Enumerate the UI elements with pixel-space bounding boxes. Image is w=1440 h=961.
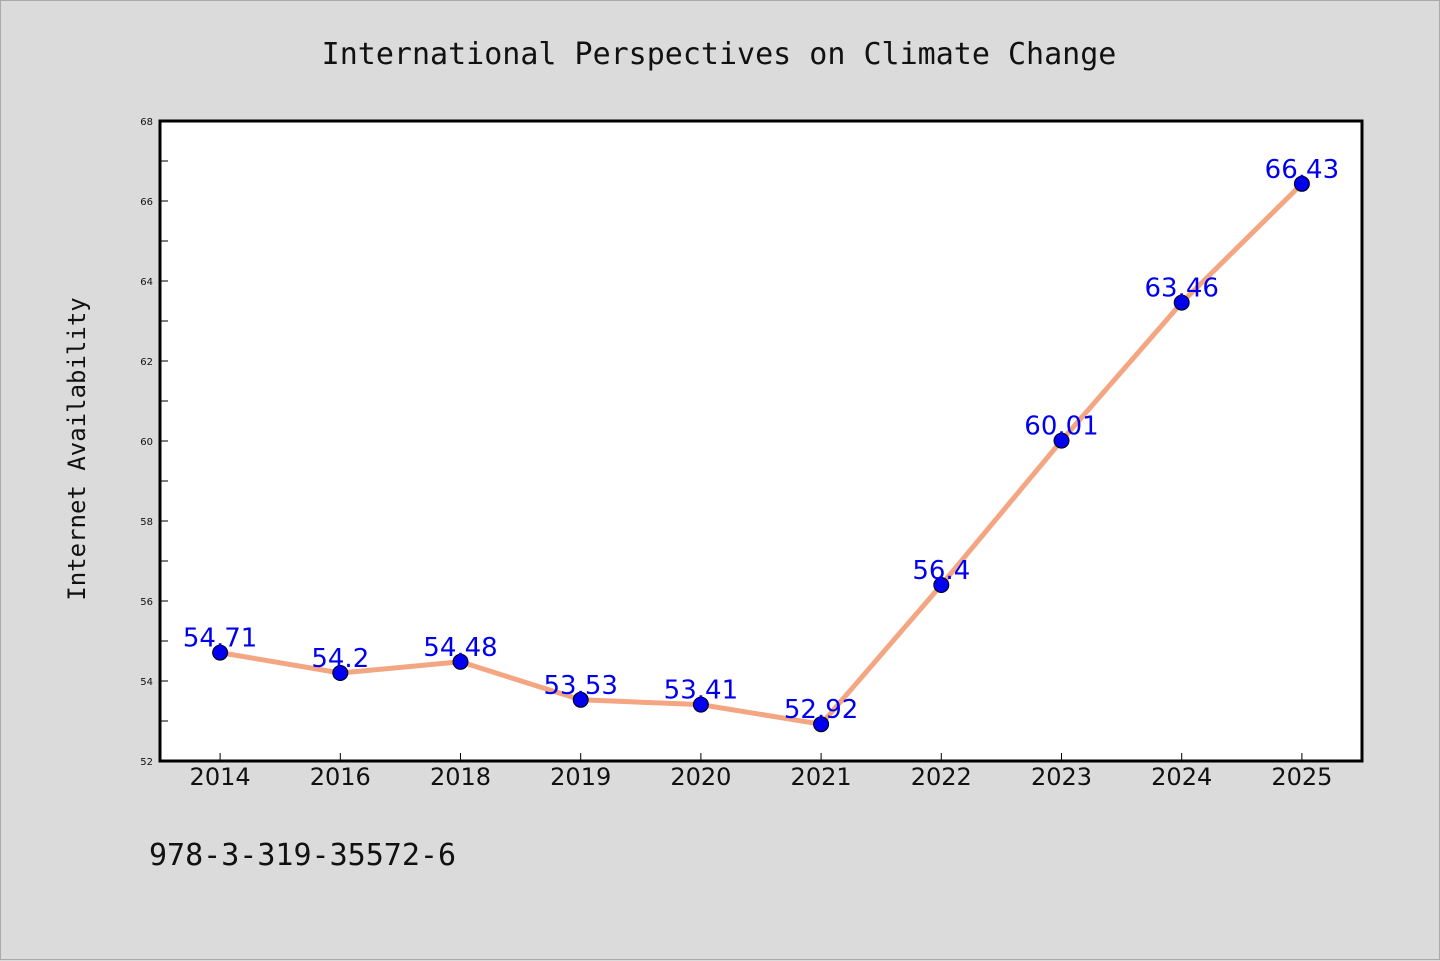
data-label: 54.48 xyxy=(423,633,497,663)
series-line-group xyxy=(212,175,1310,733)
x-tick-label: 2014 xyxy=(190,763,251,791)
data-point xyxy=(692,696,709,713)
data-point xyxy=(933,577,950,593)
data-point xyxy=(332,665,349,681)
x-tick-label: 2023 xyxy=(1031,763,1092,791)
x-tick-label: 2016 xyxy=(310,763,371,791)
plot-area xyxy=(160,121,1362,761)
data-labels: 54.71 54.2 54.48 53.53 53.41 52.92 56.4 60.01 63… xyxy=(183,155,1339,725)
x-tick-label: 2019 xyxy=(550,763,611,791)
y-tick-label: 54 xyxy=(140,677,153,688)
data-point xyxy=(212,644,229,661)
x-tick-label: 2024 xyxy=(1151,763,1212,791)
x-tick-label: 2020 xyxy=(670,763,731,791)
data-label: 53.41 xyxy=(664,676,738,706)
data-point xyxy=(452,653,469,670)
y-tick-label: 64 xyxy=(140,277,153,288)
y-axis-label: Internet Availability xyxy=(63,297,91,600)
data-point xyxy=(1053,432,1070,449)
x-tick-label: 2018 xyxy=(430,763,491,791)
data-point xyxy=(813,716,830,733)
y-tick-label: 66 xyxy=(140,197,153,208)
data-label: 52.92 xyxy=(784,695,858,725)
x-tick-label: 2022 xyxy=(911,763,972,791)
y-tick-label: 60 xyxy=(140,437,153,448)
footer-isbn: 978-3-319-35572-6 xyxy=(149,838,456,873)
data-label: 63.46 xyxy=(1144,274,1218,304)
x-axis: 2014 2016 2018 2019 2020 2021 2022 2023 2024 2025 xyxy=(190,753,1332,791)
data-label: 60.01 xyxy=(1024,412,1098,442)
x-tick-label: 2021 xyxy=(791,763,852,791)
data-label: 54.2 xyxy=(311,644,369,674)
data-point xyxy=(1293,175,1310,192)
series-line xyxy=(217,181,1305,727)
data-label: 54.71 xyxy=(183,624,257,654)
data-label: 53.53 xyxy=(543,671,617,701)
data-point xyxy=(572,691,589,708)
y-tick-label: 62 xyxy=(140,357,153,368)
y-tick-label: 68 xyxy=(140,117,153,128)
plot-border xyxy=(158,119,1364,763)
data-label: 66.43 xyxy=(1265,155,1339,185)
data-label: 56.4 xyxy=(912,556,970,586)
y-tick-label: 58 xyxy=(140,517,153,528)
data-point xyxy=(1173,294,1190,311)
chart-title: International Perspectives on Climate Ch… xyxy=(322,37,1117,72)
y-tick-label: 56 xyxy=(140,597,153,608)
x-tick-label: 2025 xyxy=(1271,763,1332,791)
y-tick-label: 52 xyxy=(140,757,153,768)
